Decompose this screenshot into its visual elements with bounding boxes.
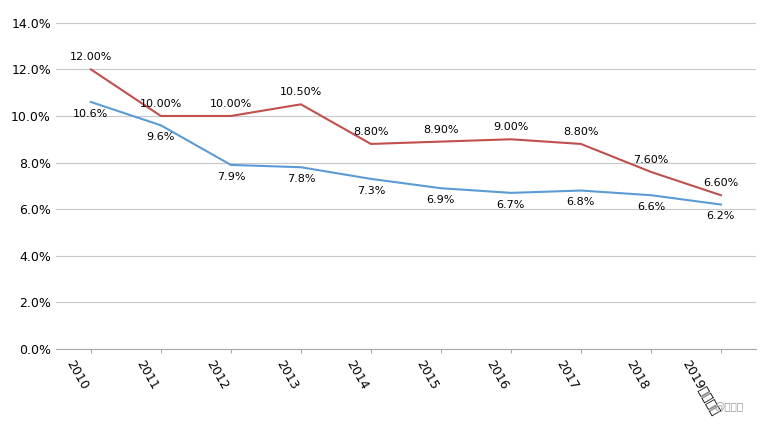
Text: 10.00%: 10.00% bbox=[140, 99, 182, 109]
Text: 10.00%: 10.00% bbox=[209, 99, 252, 109]
Text: 7.3%: 7.3% bbox=[357, 186, 385, 196]
Text: 6.9%: 6.9% bbox=[426, 195, 455, 205]
Text: 7.9%: 7.9% bbox=[216, 172, 245, 182]
Text: 7.8%: 7.8% bbox=[287, 174, 315, 184]
Text: 8.80%: 8.80% bbox=[563, 127, 598, 137]
Text: 6.8%: 6.8% bbox=[567, 197, 595, 208]
Text: @格隆汇: @格隆汇 bbox=[715, 402, 744, 412]
Text: 6.7%: 6.7% bbox=[497, 200, 525, 210]
Text: 10.50%: 10.50% bbox=[280, 88, 322, 97]
Text: 7.60%: 7.60% bbox=[634, 155, 669, 165]
Text: 12.00%: 12.00% bbox=[70, 52, 112, 63]
Text: 8.80%: 8.80% bbox=[353, 127, 389, 137]
Text: 10.6%: 10.6% bbox=[73, 109, 108, 119]
Text: 8.90%: 8.90% bbox=[423, 125, 459, 135]
Text: 6.60%: 6.60% bbox=[703, 178, 739, 188]
Text: 9.6%: 9.6% bbox=[146, 132, 175, 142]
Text: 6.6%: 6.6% bbox=[637, 202, 665, 212]
Text: 9.00%: 9.00% bbox=[493, 122, 528, 132]
Text: 6.2%: 6.2% bbox=[706, 211, 735, 221]
